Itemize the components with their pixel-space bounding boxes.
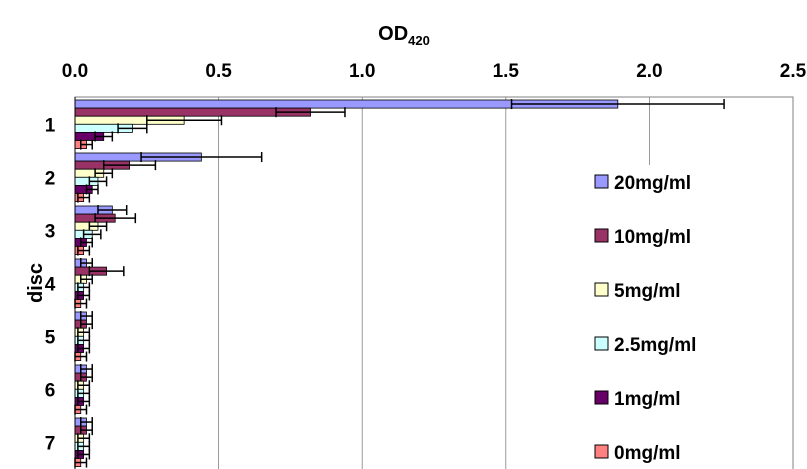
category-label: 1 xyxy=(45,115,56,136)
chart-title-subscript: 420 xyxy=(408,33,430,48)
chart-title-main: OD xyxy=(378,23,408,45)
legend-background xyxy=(588,165,728,469)
legend-label: 5mg/ml xyxy=(614,281,681,302)
chart-title: OD420 xyxy=(378,23,430,48)
legend-swatch xyxy=(594,282,609,297)
legend-label: 0mg/ml xyxy=(614,443,681,464)
legend-swatch xyxy=(594,444,609,459)
x-tick-label: 1.5 xyxy=(493,61,520,82)
category-label: 6 xyxy=(45,380,56,401)
legend-swatch xyxy=(594,336,609,351)
x-tick-label: 1.0 xyxy=(349,61,375,82)
x-tick-label: 0.0 xyxy=(62,61,88,82)
category-label: 7 xyxy=(45,433,56,454)
y-axis-label: disc xyxy=(25,263,47,303)
legend: 20mg/ml 10mg/ml 5mg/ml 2.5mg/ml 1mg/ml 0mg/ml xyxy=(588,165,728,469)
legend-swatch xyxy=(594,228,609,243)
legend-swatch xyxy=(594,174,609,189)
bar xyxy=(74,107,311,117)
legend-label: 10mg/ml xyxy=(614,227,691,248)
category-label: 5 xyxy=(45,327,56,348)
legend-label: 1mg/ml xyxy=(614,389,681,410)
x-tick-label: 0.5 xyxy=(205,61,232,82)
legend-swatch xyxy=(594,390,609,405)
legend-label: 2.5mg/ml xyxy=(614,335,696,356)
category-label: 3 xyxy=(45,221,56,242)
x-tick-label: 2.5 xyxy=(780,61,807,82)
legend-label: 20mg/ml xyxy=(614,173,691,194)
category-label: 2 xyxy=(45,168,56,189)
x-tick-label: 2.0 xyxy=(636,61,662,82)
category-label: 4 xyxy=(45,274,56,295)
